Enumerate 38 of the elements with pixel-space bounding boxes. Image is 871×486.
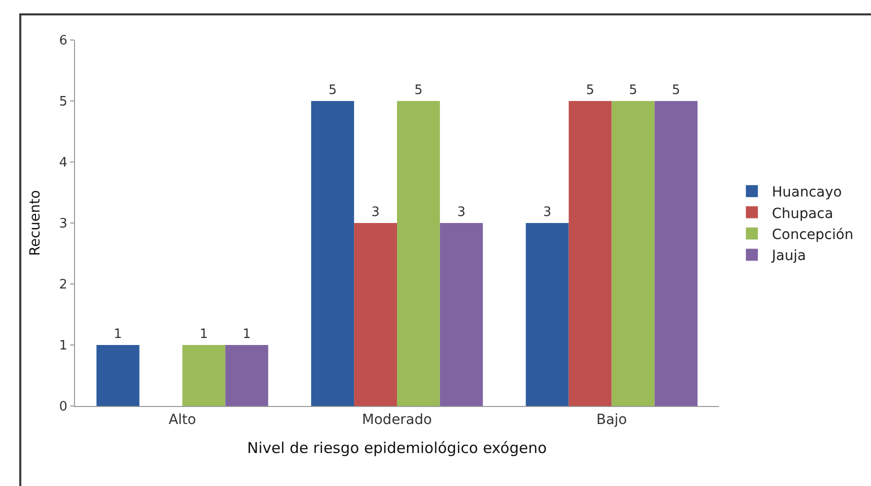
legend-label: Chupaca xyxy=(772,206,834,222)
x-axis-title: Nivel de riesgo epidemiológico exógeno xyxy=(247,438,547,457)
data-label: 5 xyxy=(586,83,594,98)
y-tick-label: 2 xyxy=(59,278,68,293)
y-tick-label: 4 xyxy=(59,156,68,171)
bar xyxy=(654,101,698,406)
data-label: 1 xyxy=(114,327,122,342)
bar xyxy=(440,223,483,406)
y-tick-label: 1 xyxy=(59,338,68,354)
legend-label: Jauja xyxy=(770,248,806,264)
data-label: 1 xyxy=(200,327,208,342)
data-label: 1 xyxy=(242,327,251,342)
bar xyxy=(311,101,354,406)
y-axis-title: Recuento xyxy=(28,190,44,256)
data-label: 3 xyxy=(543,205,552,220)
y-tick-label: 6 xyxy=(59,34,68,49)
data-label: 3 xyxy=(457,205,466,220)
bar xyxy=(397,101,440,406)
bar xyxy=(354,223,397,406)
data-label: 5 xyxy=(414,83,423,98)
data-label: 5 xyxy=(672,83,680,98)
bar xyxy=(526,223,569,406)
y-tick-label: 0 xyxy=(59,400,68,415)
y-tick-label: 5 xyxy=(59,94,68,110)
data-label: 3 xyxy=(371,205,380,220)
x-tick-label: Moderado xyxy=(362,412,432,428)
bar xyxy=(182,345,226,406)
y-tick-label: 3 xyxy=(59,216,68,232)
data-label: 5 xyxy=(628,83,638,98)
bar xyxy=(96,345,140,406)
legend-label: Concepción xyxy=(772,226,854,243)
bar xyxy=(225,345,268,406)
x-tick-label: Bajo xyxy=(596,412,627,428)
legend-label: Huancayo xyxy=(772,184,842,201)
bar xyxy=(612,101,655,406)
bar xyxy=(568,101,612,406)
data-label: 5 xyxy=(328,83,337,98)
x-tick-label: Alto xyxy=(168,412,196,428)
